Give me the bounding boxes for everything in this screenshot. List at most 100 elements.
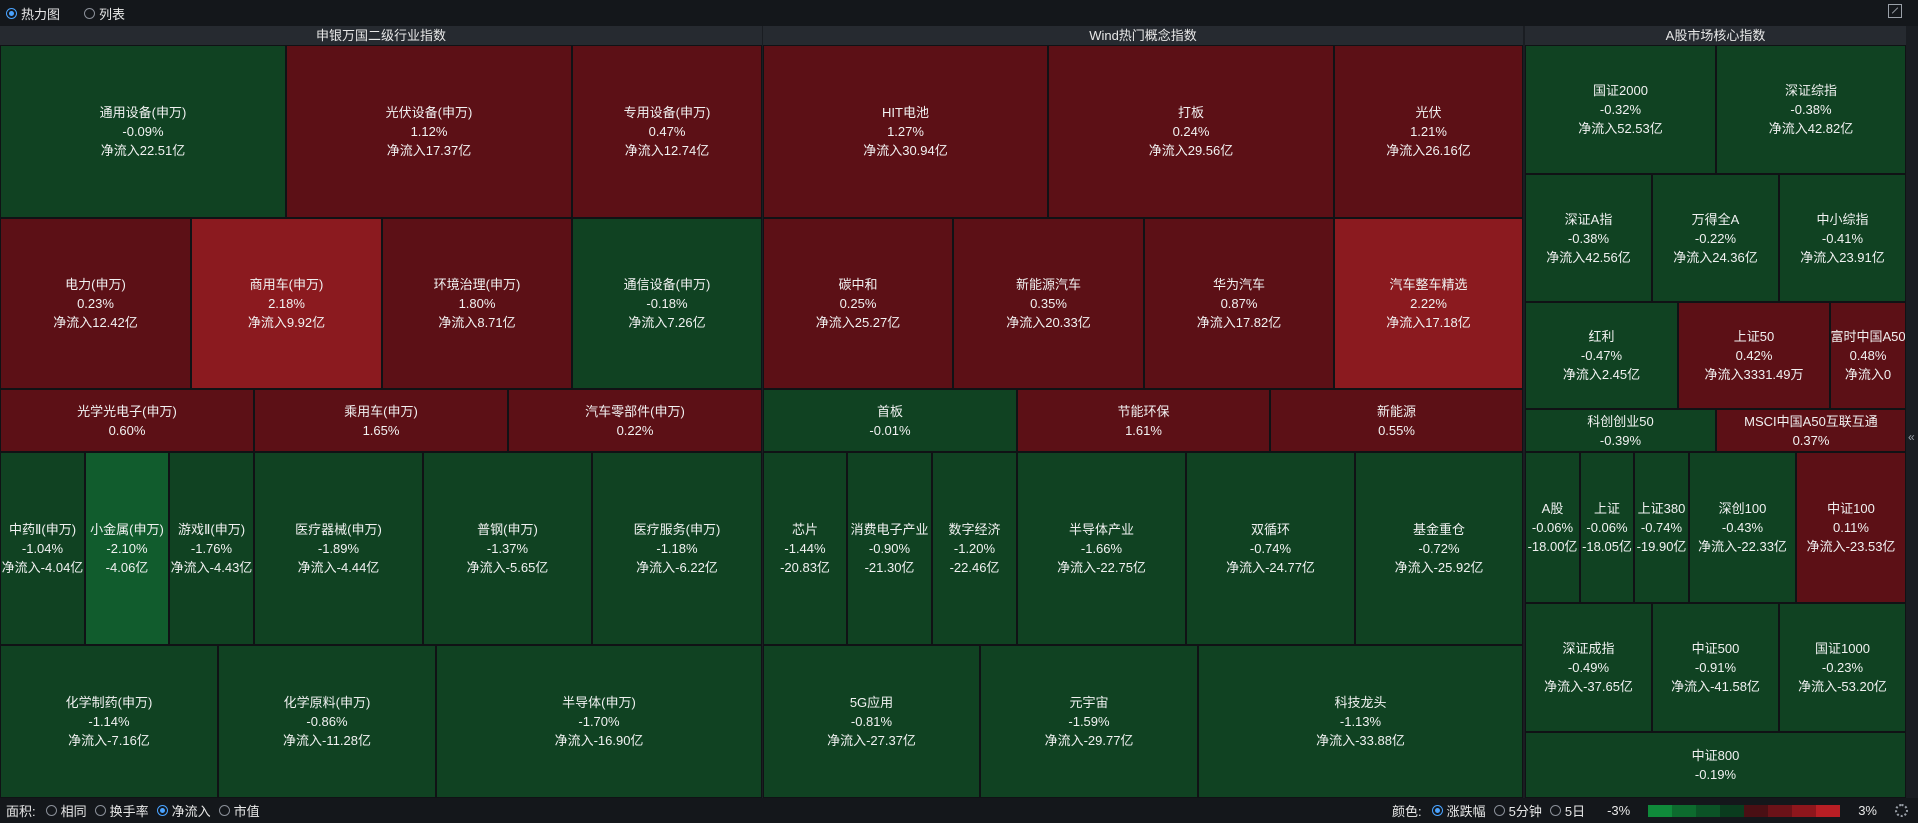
heatmap-tile[interactable]: 节能环保 1.61% bbox=[1017, 389, 1270, 452]
color-option[interactable]: 5日 bbox=[1549, 801, 1586, 820]
area-option[interactable]: 相同 bbox=[45, 801, 87, 820]
legend-max-label: 3% bbox=[1858, 803, 1877, 818]
tile-name: 半导体(申万) bbox=[562, 695, 636, 710]
heatmap-tile[interactable]: 首板 -0.01% bbox=[763, 389, 1017, 452]
radio-icon[interactable] bbox=[156, 805, 168, 816]
tile-change: 1.80% bbox=[458, 296, 496, 311]
heatmap-tile[interactable]: 中小综指 -0.41% 净流入23.91亿 bbox=[1779, 174, 1906, 302]
heatmap-tile[interactable]: 乘用车(申万) 1.65% bbox=[254, 389, 508, 452]
heatmap-tile[interactable]: 上证50 0.42% 净流入3331.49万 bbox=[1678, 302, 1830, 409]
heatmap-tile[interactable]: 化学制药(申万) -1.14% 净流入-7.16亿 bbox=[0, 645, 218, 798]
heatmap-tile[interactable]: HIT电池 1.27% 净流入30.94亿 bbox=[763, 45, 1048, 218]
heatmap-tile[interactable]: 深证综指 -0.38% 净流入42.82亿 bbox=[1716, 45, 1906, 174]
tile-name: 首板 bbox=[876, 403, 903, 419]
heatmap-tile[interactable]: 中药Ⅱ(申万) -1.04% 净流入-4.04亿 bbox=[0, 452, 85, 645]
legend-cell bbox=[1648, 804, 1673, 817]
area-option-label: 换手率 bbox=[109, 804, 149, 819]
color-option[interactable]: 涨跌幅 bbox=[1431, 801, 1486, 820]
heatmap-tile[interactable]: 普钢(申万) -1.37% 净流入-5.65亿 bbox=[423, 452, 592, 645]
tile-flow: 净流入-41.58亿 bbox=[1671, 679, 1760, 694]
color-option-label: 5日 bbox=[1564, 804, 1586, 819]
heatmap-tile[interactable]: 医疗服务(申万) -1.18% 净流入-6.22亿 bbox=[592, 452, 762, 645]
heatmap-tile[interactable]: 汽车零部件(申万) 0.22% bbox=[508, 389, 762, 452]
heatmap-tile[interactable]: A股 -0.06% -18.00亿 bbox=[1525, 452, 1580, 603]
heatmap-tile[interactable]: 富时中国A50 0.48% 净流入0 bbox=[1830, 302, 1906, 409]
radio-icon[interactable] bbox=[218, 805, 230, 816]
radio-icon[interactable] bbox=[45, 805, 57, 816]
tile-name: 专用设备(申万) bbox=[623, 105, 711, 120]
heatmap-tile[interactable]: 通信设备(申万) -0.18% 净流入7.26亿 bbox=[572, 218, 762, 389]
area-option[interactable]: 换手率 bbox=[94, 801, 149, 820]
heatmap-tile[interactable]: 万得全A -0.22% 净流入24.36亿 bbox=[1652, 174, 1779, 302]
heatmap-tile[interactable]: 化学原料(申万) -0.86% 净流入-11.28亿 bbox=[218, 645, 436, 798]
heatmap-tile[interactable]: 双循环 -0.74% 净流入-24.77亿 bbox=[1186, 452, 1355, 645]
heatmap-tile[interactable]: 数字经济 -1.20% -22.46亿 bbox=[932, 452, 1017, 645]
tile-name: 中小综指 bbox=[1816, 211, 1869, 227]
heatmap-tile[interactable]: 深创100 -0.43% 净流入-22.33亿 bbox=[1689, 452, 1796, 603]
tile-flow: -21.30亿 bbox=[864, 560, 915, 575]
heatmap-tile[interactable]: 光学光电子(申万) 0.60% bbox=[0, 389, 254, 452]
heatmap-tile[interactable]: 中证800 -0.19% bbox=[1525, 732, 1906, 798]
heatmap-tile[interactable]: 碳中和 0.25% 净流入25.27亿 bbox=[763, 218, 953, 389]
heatmap-tile[interactable]: 商用车(申万) 2.18% 净流入9.92亿 bbox=[191, 218, 382, 389]
heatmap-tile[interactable]: 上证380 -0.74% -19.90亿 bbox=[1634, 452, 1689, 603]
color-option[interactable]: 5分钟 bbox=[1493, 801, 1542, 820]
tile-name: 深创100 bbox=[1718, 501, 1767, 516]
list-view-option[interactable]: 列表 bbox=[84, 4, 125, 23]
heatmap-tile[interactable]: 光伏 1.21% 净流入26.16亿 bbox=[1334, 45, 1523, 218]
radio-icon[interactable] bbox=[94, 805, 106, 816]
heatmap-tile[interactable]: 新能源汽车 0.35% 净流入20.33亿 bbox=[953, 218, 1144, 389]
color-legend: -3% 3% bbox=[1607, 803, 1895, 818]
tile-name: 打板 bbox=[1177, 105, 1204, 120]
tile-flow: -19.90亿 bbox=[1636, 539, 1687, 554]
heatmap-tile[interactable]: 环境治理(申万) 1.80% 净流入8.71亿 bbox=[382, 218, 572, 389]
tile-change: 0.11% bbox=[1833, 520, 1869, 535]
radio-icon[interactable] bbox=[1493, 805, 1505, 816]
heatmap-tile[interactable]: 深证A指 -0.38% 净流入42.56亿 bbox=[1525, 174, 1652, 302]
heatmap-tile[interactable]: 光伏设备(申万) 1.12% 净流入17.37亿 bbox=[286, 45, 572, 218]
collapse-handle-icon[interactable]: « bbox=[1908, 430, 1915, 444]
heatmap-tile[interactable]: 中证500 -0.91% 净流入-41.58亿 bbox=[1652, 603, 1779, 732]
heatmap-tile[interactable]: 国证2000 -0.32% 净流入52.53亿 bbox=[1525, 45, 1716, 174]
heatmap-tile[interactable]: 科技龙头 -1.13% 净流入-33.88亿 bbox=[1198, 645, 1523, 798]
heatmap-tile[interactable]: 国证1000 -0.23% 净流入-53.20亿 bbox=[1779, 603, 1906, 732]
legend-cell bbox=[1816, 804, 1841, 817]
heatmap-tile[interactable]: 科创创业50 -0.39% bbox=[1525, 409, 1716, 452]
heatmap-tile[interactable]: 新能源 0.55% bbox=[1270, 389, 1523, 452]
export-icon[interactable] bbox=[1888, 4, 1902, 18]
heatmap-tile[interactable]: 汽车整车精选 2.22% 净流入17.18亿 bbox=[1334, 218, 1523, 389]
tile-flow: 净流入-4.44亿 bbox=[297, 560, 380, 575]
heatmap-tile[interactable]: 元宇宙 -1.59% 净流入-29.77亿 bbox=[980, 645, 1198, 798]
tile-change: -1.66% bbox=[1080, 541, 1123, 556]
heatmap-tile[interactable]: 医疗器械(申万) -1.89% 净流入-4.44亿 bbox=[254, 452, 423, 645]
heatmap-tile[interactable]: 打板 0.24% 净流入29.56亿 bbox=[1048, 45, 1334, 218]
tile-name: 医疗服务(申万) bbox=[633, 522, 721, 537]
radio-selected-icon[interactable] bbox=[6, 7, 17, 19]
heatmap-tile[interactable]: 小金属(申万) -2.10% -4.06亿 bbox=[85, 452, 169, 645]
heatmap-tile[interactable]: 通用设备(申万) -0.09% 净流入22.51亿 bbox=[0, 45, 286, 218]
area-option[interactable]: 净流入 bbox=[156, 801, 211, 820]
heatmap-tile[interactable]: 上证 -0.06% -18.05亿 bbox=[1580, 452, 1634, 603]
heatmap-view-option[interactable]: 热力图 bbox=[6, 4, 60, 23]
heatmap-tile[interactable]: 游戏Ⅱ(申万) -1.76% 净流入-4.43亿 bbox=[169, 452, 254, 645]
heatmap-tile[interactable]: 深证成指 -0.49% 净流入-37.65亿 bbox=[1525, 603, 1652, 732]
tile-flow: 净流入-4.04亿 bbox=[1, 560, 84, 575]
tile-flow: -4.06亿 bbox=[105, 560, 149, 575]
heatmap-tile[interactable]: MSCI中国A50互联互通 0.37% bbox=[1716, 409, 1906, 452]
heatmap-tile[interactable]: 华为汽车 0.87% 净流入17.82亿 bbox=[1144, 218, 1334, 389]
radio-icon[interactable] bbox=[1431, 805, 1443, 816]
radio-icon[interactable] bbox=[1549, 805, 1561, 816]
heatmap-tile[interactable]: 基金重仓 -0.72% 净流入-25.92亿 bbox=[1355, 452, 1523, 645]
heatmap-tile[interactable]: 红利 -0.47% 净流入2.45亿 bbox=[1525, 302, 1678, 409]
heatmap-tile[interactable]: 5G应用 -0.81% 净流入-27.37亿 bbox=[763, 645, 980, 798]
radio-unselected-icon[interactable] bbox=[84, 7, 96, 19]
heatmap-tile[interactable]: 半导体产业 -1.66% 净流入-22.75亿 bbox=[1017, 452, 1186, 645]
heatmap-tile[interactable]: 专用设备(申万) 0.47% 净流入12.74亿 bbox=[572, 45, 762, 218]
area-option[interactable]: 市值 bbox=[218, 801, 260, 820]
heatmap-tile[interactable]: 半导体(申万) -1.70% 净流入-16.90亿 bbox=[436, 645, 762, 798]
gear-icon[interactable] bbox=[1895, 804, 1908, 817]
heatmap-tile[interactable]: 芯片 -1.44% -20.83亿 bbox=[763, 452, 847, 645]
heatmap-tile[interactable]: 中证100 0.11% 净流入-23.53亿 bbox=[1796, 452, 1906, 603]
heatmap-tile[interactable]: 消费电子产业 -0.90% -21.30亿 bbox=[847, 452, 932, 645]
heatmap-tile[interactable]: 电力(申万) 0.23% 净流入12.42亿 bbox=[0, 218, 191, 389]
